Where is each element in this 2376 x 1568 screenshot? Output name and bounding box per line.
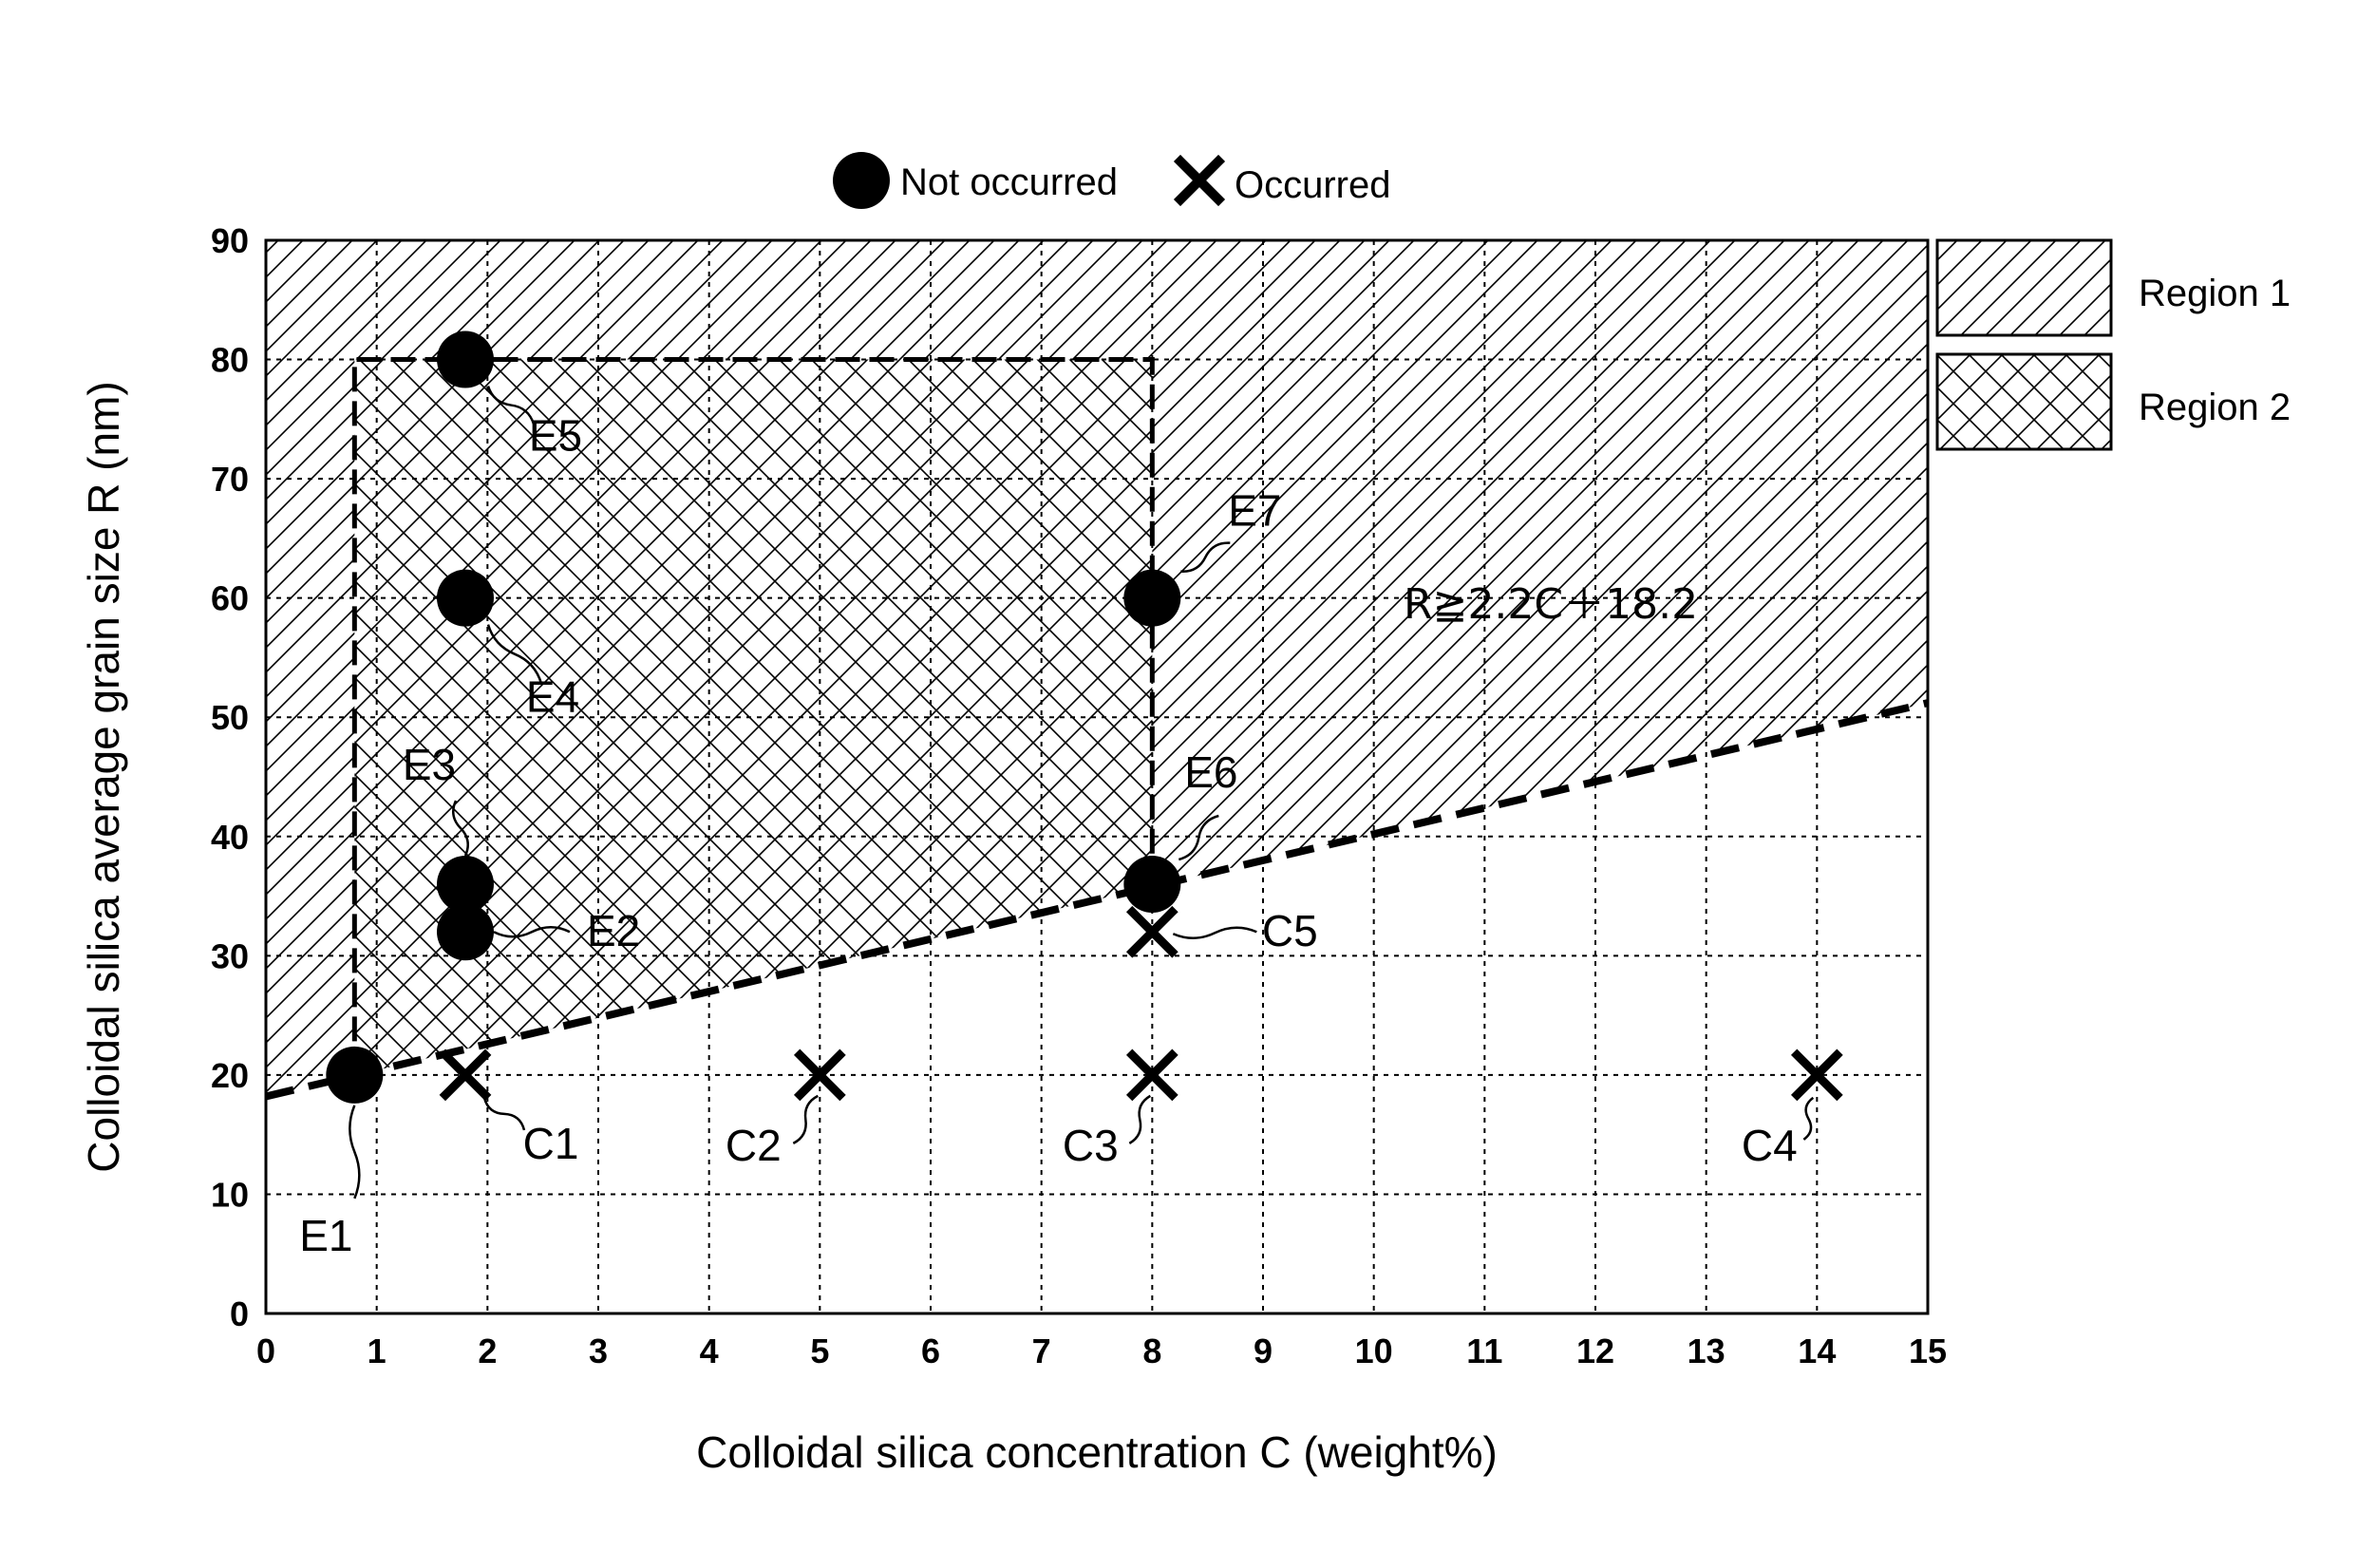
leader-line bbox=[349, 1105, 361, 1200]
x-tick-label: 7 bbox=[1032, 1332, 1051, 1370]
x-tick-label: 5 bbox=[810, 1332, 829, 1370]
point-e7 bbox=[1123, 569, 1181, 627]
point-label-c5: C5 bbox=[1262, 906, 1318, 955]
x-tick-label: 9 bbox=[1254, 1332, 1273, 1370]
leader-line bbox=[493, 925, 571, 938]
point-e2 bbox=[437, 903, 494, 961]
region-2-outline bbox=[351, 357, 1155, 1076]
point-label-c4: C4 bbox=[1742, 1121, 1798, 1170]
boundary-layer bbox=[266, 699, 1928, 1101]
boundary-line bbox=[266, 699, 1928, 1101]
point-e1 bbox=[326, 1046, 384, 1104]
plot-frame bbox=[264, 238, 1930, 1315]
point-label-c2: C2 bbox=[726, 1121, 782, 1170]
cross-stroke bbox=[439, 1048, 492, 1102]
x-tick-label: 8 bbox=[1142, 1332, 1161, 1370]
point-e3 bbox=[437, 856, 494, 913]
marker-legend: Not occurred Occurred bbox=[833, 152, 1391, 209]
point-e5 bbox=[437, 331, 494, 388]
y-tick-label: 70 bbox=[211, 460, 249, 499]
region-1-label: Region 1 bbox=[2139, 273, 2291, 314]
region-2-swatch bbox=[1935, 352, 2113, 451]
x-tick-label: 13 bbox=[1688, 1332, 1725, 1370]
x-tick-label: 11 bbox=[1466, 1332, 1502, 1370]
leader-line bbox=[486, 386, 536, 425]
point-label-e1: E1 bbox=[299, 1211, 352, 1260]
point-c5 bbox=[1125, 905, 1179, 958]
point-label-e2: E2 bbox=[587, 906, 640, 955]
leader-line bbox=[486, 624, 543, 685]
region-1-swatch bbox=[1935, 238, 2113, 337]
region-2-label: Region 2 bbox=[2139, 387, 2291, 428]
leader-line bbox=[482, 1097, 526, 1131]
plot-area bbox=[264, 238, 1930, 1315]
y-tick-label: 60 bbox=[211, 579, 249, 618]
y-tick-label: 50 bbox=[211, 698, 249, 737]
point-c2 bbox=[793, 1048, 846, 1102]
y-tick-label: 90 bbox=[211, 221, 249, 260]
point-label-c3: C3 bbox=[1063, 1121, 1119, 1170]
x-tick-label: 0 bbox=[256, 1332, 275, 1370]
region-legend: Region 1 Region 2 bbox=[1935, 238, 2291, 451]
cross-stroke bbox=[1125, 905, 1179, 958]
cross-stroke bbox=[1125, 1048, 1179, 1102]
x-axis-title: Colloidal silica concentration C (weight… bbox=[696, 1427, 1498, 1477]
legend-occurred-marker bbox=[1173, 154, 1226, 207]
x-tick-label: 2 bbox=[478, 1332, 497, 1370]
x-tick-label: 1 bbox=[368, 1332, 387, 1370]
region-layer bbox=[266, 240, 1928, 1097]
cross-stroke bbox=[793, 1048, 846, 1102]
tick-labels: 0 1 2 3 4 5 6 7 8 9 10 11 12 13 14 15010203040506070809… bbox=[211, 221, 1947, 1370]
point-label-c1: C1 bbox=[523, 1119, 579, 1168]
x-tick-label: 12 bbox=[1576, 1332, 1614, 1370]
y-tick-label: 30 bbox=[211, 936, 249, 975]
x-tick-label: 4 bbox=[700, 1332, 719, 1370]
legend-not-occurred-label: Not occurred bbox=[900, 161, 1118, 203]
leader-line bbox=[452, 800, 469, 857]
point-c1 bbox=[439, 1048, 492, 1102]
legend-not-occurred-marker bbox=[833, 152, 890, 209]
point-label-e7: E7 bbox=[1228, 486, 1281, 536]
leader-line bbox=[1802, 1096, 1815, 1141]
leader-line bbox=[1178, 814, 1219, 861]
boundary-equation-label: R≧2.2C＋18.2 bbox=[1404, 580, 1698, 629]
cross-stroke bbox=[1790, 1048, 1843, 1102]
y-tick-label: 0 bbox=[230, 1294, 249, 1333]
point-labels: E1 E2 E3 E4 E5 E6 E7 C1 C2 C3 C4 C5 bbox=[299, 386, 1815, 1260]
x-tick-label: 14 bbox=[1798, 1332, 1836, 1370]
leader-line bbox=[1128, 1094, 1151, 1144]
data-points bbox=[326, 331, 1843, 1104]
leader-line bbox=[1172, 926, 1257, 939]
leader-line bbox=[1180, 541, 1231, 573]
point-c4 bbox=[1790, 1048, 1843, 1102]
point-e6 bbox=[1123, 856, 1181, 913]
legend-occurred-label: Occurred bbox=[1235, 164, 1391, 206]
point-label-e5: E5 bbox=[529, 411, 582, 461]
x-tick-label: 15 bbox=[1909, 1332, 1947, 1370]
y-axis-title: Colloidal silica average grain size R (n… bbox=[79, 381, 128, 1172]
point-e4 bbox=[437, 569, 494, 627]
leader-line bbox=[792, 1094, 819, 1145]
y-tick-label: 40 bbox=[211, 818, 249, 857]
point-label-e3: E3 bbox=[403, 740, 456, 789]
region-2-border bbox=[351, 357, 1155, 1076]
x-tick-label: 10 bbox=[1355, 1332, 1393, 1370]
region-2-area bbox=[354, 359, 1153, 1076]
point-label-e4: E4 bbox=[526, 672, 579, 722]
x-tick-label: 3 bbox=[589, 1332, 608, 1370]
point-c3 bbox=[1125, 1048, 1179, 1102]
y-tick-label: 10 bbox=[211, 1175, 249, 1214]
point-label-e6: E6 bbox=[1184, 747, 1237, 797]
y-tick-label: 80 bbox=[211, 341, 249, 380]
y-tick-label: 20 bbox=[211, 1056, 249, 1095]
x-tick-label: 6 bbox=[921, 1332, 940, 1370]
